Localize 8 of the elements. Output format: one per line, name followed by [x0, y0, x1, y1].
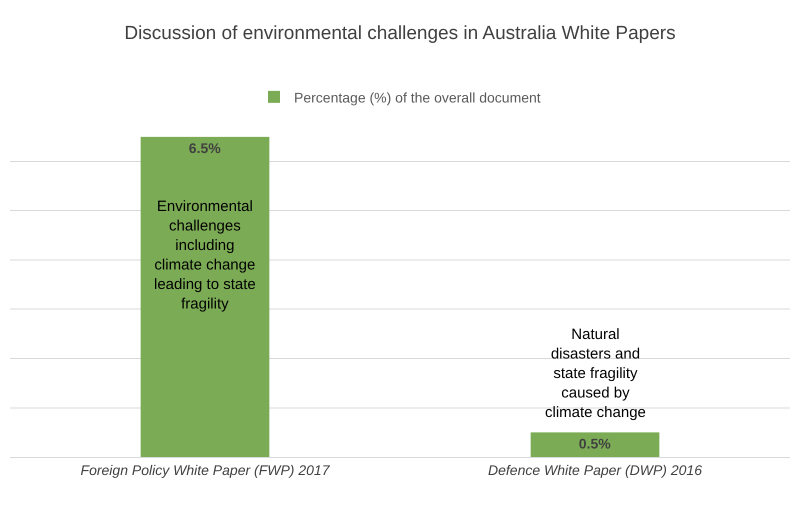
- legend-label: Percentage (%) of the overall document: [294, 89, 541, 106]
- x-tick-label: Foreign Policy White Paper (FWP) 2017: [80, 462, 331, 478]
- data-label: 0.5%: [578, 435, 612, 452]
- x-tick-label: Defence White Paper (DWP) 2016: [488, 462, 702, 478]
- data-label: 6.5%: [188, 140, 222, 156]
- chart-title: Discussion of environmental challenges in Australia White Papers: [124, 22, 676, 44]
- annotation: Natural disasters and state fragility caused by climate change: [545, 326, 646, 421]
- annotation: Environmental challenges including climate change leading to state fragility: [154, 198, 256, 312]
